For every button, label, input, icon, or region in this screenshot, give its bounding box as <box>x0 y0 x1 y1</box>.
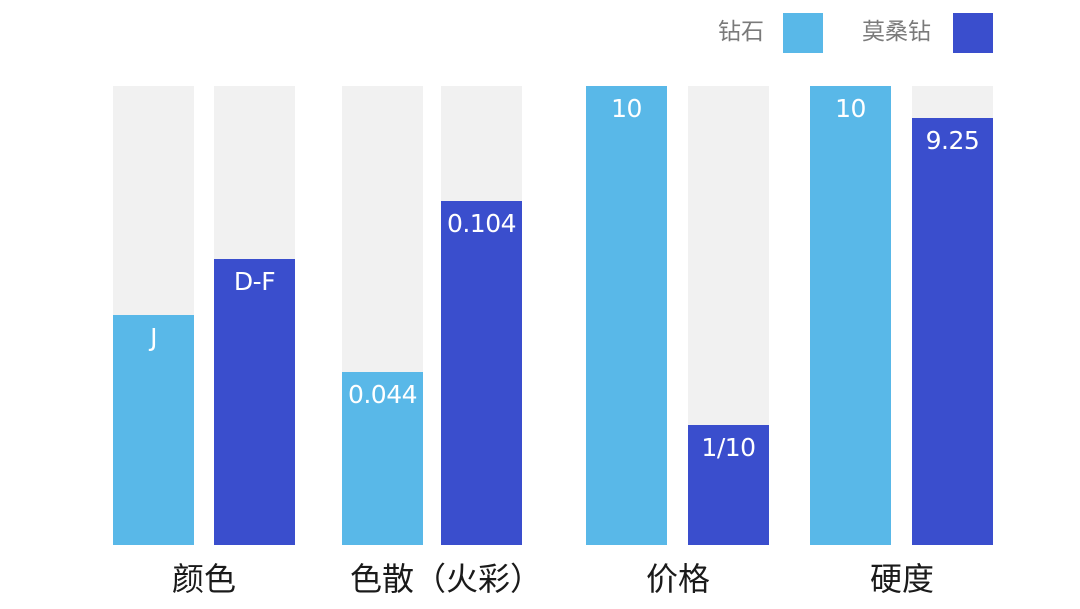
bar-track: 0.044 <box>342 86 423 545</box>
bar-track: 10 <box>586 86 667 545</box>
category-label: 硬度 <box>869 560 934 598</box>
category-label: 价格 <box>645 560 710 598</box>
legend-label-moissanite: 莫桑钻 <box>862 19 931 45</box>
category-label: 颜色 <box>171 560 236 598</box>
bar: 9.25 <box>912 118 993 545</box>
legend-swatch-moissanite <box>953 13 993 53</box>
legend-label-diamond: 钻石 <box>718 19 764 45</box>
bar-track: 1/10 <box>688 86 769 545</box>
bar-track: 10 <box>810 86 891 545</box>
bar: J <box>113 315 194 545</box>
bar-value-label: 0.044 <box>347 380 418 409</box>
bar: 1/10 <box>688 425 769 545</box>
bar-value-label: 9.25 <box>925 126 980 155</box>
bar: 10 <box>810 86 891 545</box>
bar-track: D-F <box>214 86 295 545</box>
bar-value-label: 0.104 <box>446 209 517 238</box>
bar-value-label: J <box>150 323 157 352</box>
bar-value-label: 10 <box>611 94 642 123</box>
legend: 钻石 莫桑钻 <box>0 12 1080 53</box>
category-label: 色散（火彩） <box>349 560 542 598</box>
bar-track: 9.25 <box>912 86 993 545</box>
bar: 10 <box>586 86 667 545</box>
bar-value-label: 1/10 <box>701 433 756 462</box>
bar-track: 0.104 <box>441 86 522 545</box>
bar-value-label: D-F <box>233 267 276 296</box>
bar: 0.044 <box>342 372 423 545</box>
bar-value-label: 10 <box>835 94 866 123</box>
bar: D-F <box>214 259 295 545</box>
bar: 0.104 <box>441 201 522 545</box>
legend-swatch-diamond <box>783 13 823 53</box>
bar-track: J <box>113 86 194 545</box>
